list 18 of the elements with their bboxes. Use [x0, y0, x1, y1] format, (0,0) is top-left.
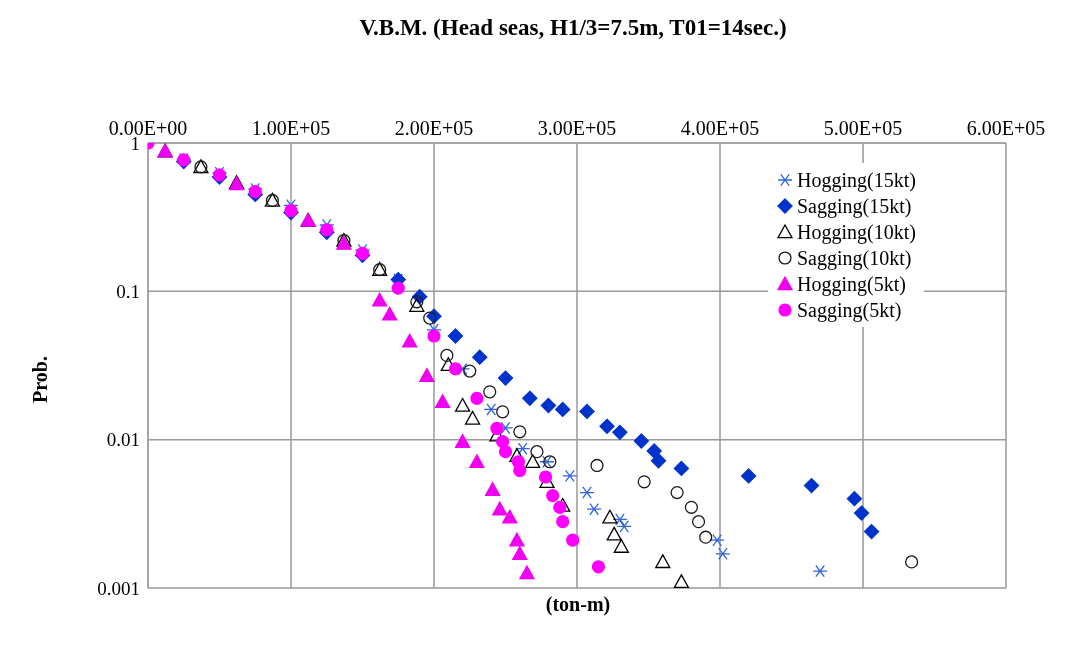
x-tick-label: 5.00E+05 [823, 117, 903, 139]
legend-label: Hogging(10kt) [797, 220, 916, 244]
legend-label: Sagging(10kt) [797, 246, 912, 270]
x-tick-label: 6.00E+05 [966, 117, 1046, 139]
y-tick-label: 0.001 [97, 577, 140, 599]
legend-label: Sagging(15kt) [797, 194, 912, 218]
x-tick-label: 1.00E+05 [251, 117, 331, 139]
y-tick-label: 0.01 [106, 429, 140, 451]
legend-label: Hogging(15kt) [797, 168, 916, 192]
x-tick-label: 4.00E+05 [680, 117, 760, 139]
chart-title: V.B.M. (Head seas, H1/3=7.5m, T01=14sec.) [358, 14, 788, 42]
y-axis-title: Prob. [28, 355, 52, 405]
y-tick-label: 0.1 [116, 281, 140, 303]
x-tick-label: 3.00E+05 [537, 117, 617, 139]
legend-label: Sagging(5kt) [797, 298, 902, 322]
x-axis-title: (ton-m) [544, 593, 612, 616]
legend-label: Hogging(5kt) [797, 272, 906, 296]
x-tick-label: 2.00E+05 [394, 117, 474, 139]
